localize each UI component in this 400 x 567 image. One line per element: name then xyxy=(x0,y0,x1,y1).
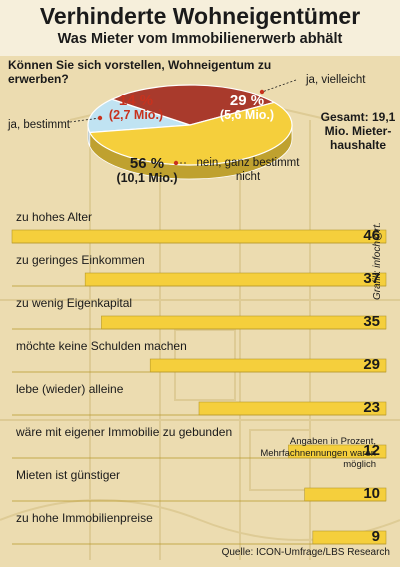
bar xyxy=(84,272,387,287)
bar-category-label: wäre mit eigener Immobilie zu gebunden xyxy=(16,425,233,439)
bar-value-label: 23 xyxy=(363,399,380,416)
bar-category-label: zu hohe Immobilienpreise xyxy=(16,511,153,525)
chart-note: Angaben in Prozent, Mehrfachnennungen wa… xyxy=(260,436,376,470)
bar xyxy=(101,315,387,330)
pie-question: Können Sie sich vorstellen, Wohneigentum… xyxy=(8,58,272,86)
pie-label-vielleicht: ja, vielleicht xyxy=(306,74,366,86)
pie-slice-0 xyxy=(87,98,191,134)
slice-percent-nein: 56 % xyxy=(129,155,165,172)
slice-count-nein: (10,1 Mio.) xyxy=(116,171,178,185)
pie-leader-dot-0 xyxy=(259,89,265,95)
chart-title: Verhinderte Wohneigentümer xyxy=(39,3,361,29)
bar-value-label: 10 xyxy=(363,485,380,502)
pie-slice-2 xyxy=(88,101,293,166)
slice-count-vielleicht: (5,6 Mio.) xyxy=(219,108,275,122)
slice-percent-bestimmt: 14 % xyxy=(118,92,154,109)
chart-source: Quelle: ICON-Umfrage/LBS Research xyxy=(221,547,390,558)
bar-value-label: 46 xyxy=(363,227,380,244)
bar-category-label: möchte keine Schulden machen xyxy=(16,339,187,353)
bar-value-label: 37 xyxy=(363,270,380,287)
bar-category-label: lebe (wieder) alleine xyxy=(16,382,124,396)
bar xyxy=(11,229,387,244)
pie-label-nein: nein, ganz bestimmt nicht xyxy=(196,157,300,183)
bar-category-label: zu wenig Eigenkapital xyxy=(16,296,133,310)
title-band xyxy=(0,0,400,56)
pie-leader-line-1 xyxy=(69,117,101,123)
bar-value-label: 12 xyxy=(363,442,380,459)
bar-category-label: zu hohes Alter xyxy=(16,210,93,224)
total-households: Gesamt: 19,1 Mio. Mieter-haushalte xyxy=(320,110,396,152)
pie-leader-dot-2 xyxy=(173,160,179,166)
graphic-credit: Grafik: infoch@rt. xyxy=(372,222,383,300)
slice-percent-vielleicht: 29 % xyxy=(229,92,265,109)
bar-category-label: Mieten ist günstiger xyxy=(16,468,121,482)
pie-leader-dot-1 xyxy=(97,115,103,121)
bar-category-label: zu geringes Einkommen xyxy=(16,253,145,267)
bar-value-label: 9 xyxy=(371,528,380,545)
pie-label-bestimmt: ja, bestimmt xyxy=(8,119,70,131)
slice-count-bestimmt: (2,7 Mio.) xyxy=(108,108,164,122)
bar-value-label: 35 xyxy=(363,313,380,330)
chart-subtitle: Was Mieter vom Immobilienerwerb abhält xyxy=(57,31,343,47)
pie-slice-1 xyxy=(110,84,276,126)
bar-value-label: 29 xyxy=(363,356,380,373)
